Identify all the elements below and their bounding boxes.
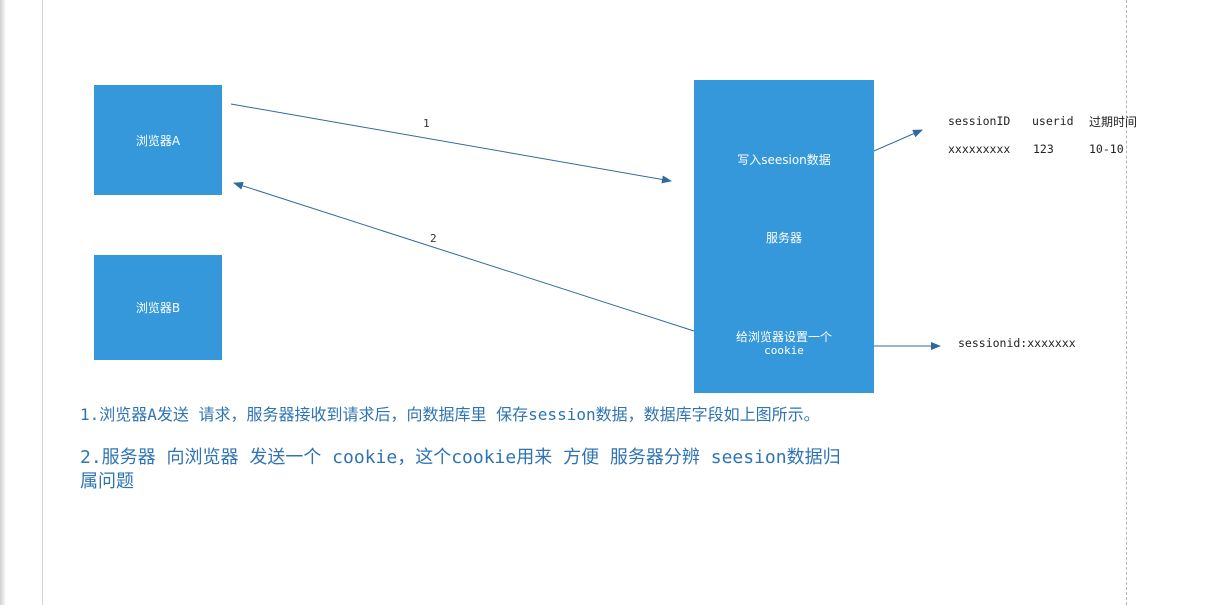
page-left-border: [42, 0, 43, 605]
session-table-cell-sessionid: xxxxxxxxx: [948, 142, 1011, 156]
session-table-header-sessionid: sessionID: [948, 114, 1011, 128]
browser-b-box: 浏览器B: [94, 255, 222, 360]
request-arrow-label: 1: [423, 117, 430, 130]
note-2-line-1: 2.服务器 向浏览器 发送一个 cookie，这个cookie用来 方便 服务器…: [80, 447, 841, 468]
browser-b-label: 浏览器B: [135, 301, 181, 315]
session-table-header-expiry: 过期时间: [1089, 115, 1138, 129]
note-1: 1.浏览器A发送 请求，服务器接收到请求后，向数据库里 保存session数据，…: [80, 405, 820, 424]
page-right-margin-guide: [1126, 0, 1127, 605]
server-box: 写入seesion数据 服务器 给浏览器设置一个 cookie: [694, 80, 874, 393]
session-table-cell-userid: 123: [1033, 142, 1054, 156]
response-arrow-label: 2: [430, 232, 437, 245]
page-shadow: [0, 0, 6, 605]
browser-a-box: 浏览器A: [94, 85, 222, 195]
note-2-line-2: 属问题: [80, 471, 134, 492]
browser-a-label: 浏览器A: [135, 134, 181, 148]
note-2: 2.服务器 向浏览器 发送一个 cookie，这个cookie用来 方便 服务器…: [80, 446, 841, 494]
response-arrow: [233, 181, 695, 332]
request-arrow: [230, 103, 672, 184]
session-table-header-userid: userid: [1032, 114, 1074, 128]
server-set-cookie-label-2: cookie: [764, 344, 804, 357]
server-set-cookie-label: 给浏览器设置一个: [735, 330, 832, 344]
session-table-cell-expiry: 10-10: [1089, 142, 1124, 156]
server-label: 服务器: [765, 231, 802, 245]
cookie-value: sessionid:xxxxxxx: [958, 336, 1076, 350]
server-write-session-label: 写入seesion数据: [737, 153, 831, 167]
